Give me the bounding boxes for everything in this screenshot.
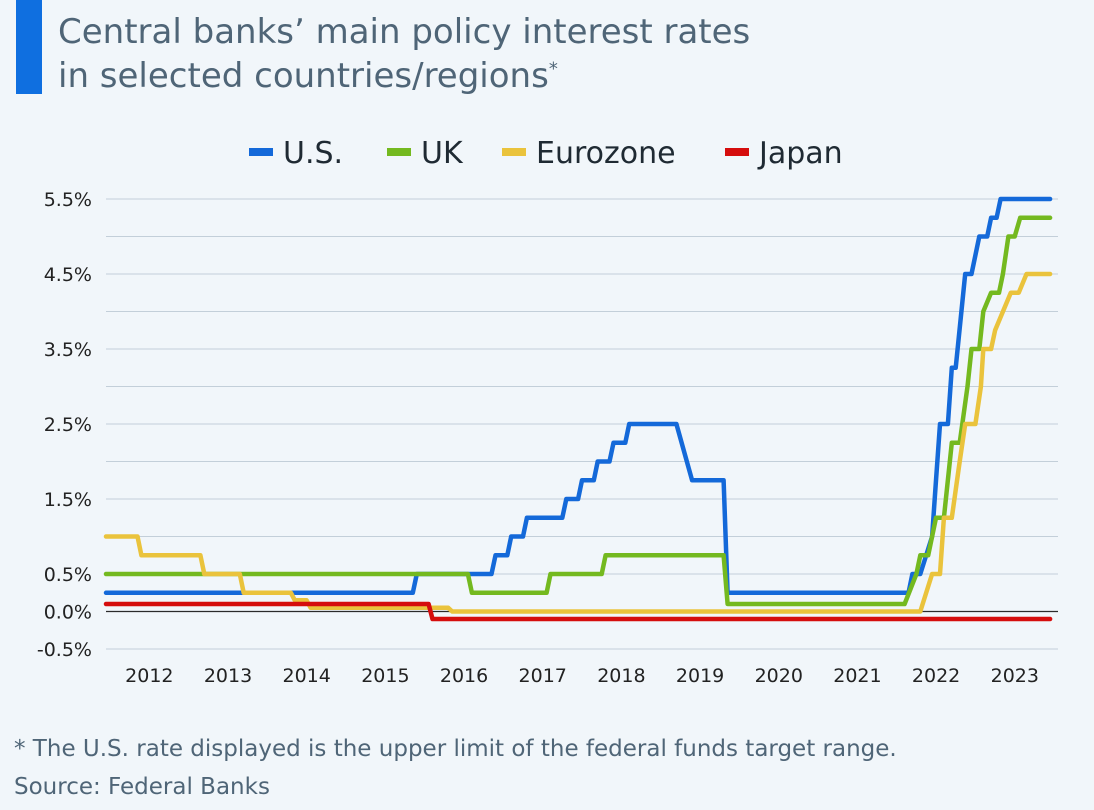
chart-title-line-1: Central banks’ main policy interest rate… [58,12,751,52]
chart-title: Central banks’ main policy interest rate… [58,10,750,98]
y-tick-label: -0.5% [37,639,92,661]
legend-swatch [387,148,411,156]
y-tick-label: 0.5% [44,564,92,586]
y-tick-label: 2.5% [44,414,92,436]
x-axis: 2012 2013 2014 2015 2016 2017 2018 2019 2020 2021… [125,665,1039,687]
x-tick-label: 2021 [833,665,881,687]
y-tick-label: 5.5% [44,189,92,211]
legend-swatch [249,148,273,156]
footnote: * The U.S. rate displayed is the upper l… [14,736,897,762]
y-tick-label: 3.5% [44,339,92,361]
x-tick-label: 2023 [991,665,1039,687]
y-tick-label: 4.5% [44,264,92,286]
legend-label: Eurozone [536,136,676,171]
x-tick-label: 2012 [125,665,173,687]
series-lines [103,196,1053,622]
series-line-japan [103,601,1053,622]
legend-label: UK [421,136,464,171]
x-tick-label: 2013 [204,665,252,687]
chart-footer: * The U.S. rate displayed is the upper l… [14,730,897,806]
legend-swatch [502,148,526,156]
x-tick-label: 2014 [283,665,331,687]
title-accent-bar [16,0,42,94]
series-line-uk [103,215,1053,607]
y-axis: 5.5% 4.5% 3.5% 2.5% 1.5% 0.5% 0.0% -0.5% [37,189,92,661]
legend-label: U.S. [283,136,343,171]
x-tick-label: 2022 [912,665,960,687]
legend-item-eurozone: Eurozone [502,136,676,171]
chart-title-line-2: in selected countries/regions* [58,54,750,98]
x-tick-label: 2020 [755,665,803,687]
legend-item-uk: UK [387,136,464,171]
series-line-us [103,196,1053,596]
y-tick-label: 0.0% [44,602,92,624]
title-asterisk: * [548,58,558,80]
series-line-eurozone [103,271,1053,614]
legend: U.S. UK Eurozone Japan [249,136,843,171]
x-tick-label: 2015 [361,665,409,687]
x-tick-label: 2018 [597,665,645,687]
source-note: Source: Federal Banks [14,774,270,800]
y-tick-label: 1.5% [44,489,92,511]
chart-title-line-2-text: in selected countries/regions [58,56,549,96]
x-tick-label: 2017 [519,665,567,687]
legend-item-japan: Japan [725,136,843,171]
legend-label: Japan [757,136,843,171]
x-tick-label: 2016 [440,665,488,687]
legend-swatch [725,148,749,156]
x-tick-label: 2019 [676,665,724,687]
legend-item-us: U.S. [249,136,343,171]
